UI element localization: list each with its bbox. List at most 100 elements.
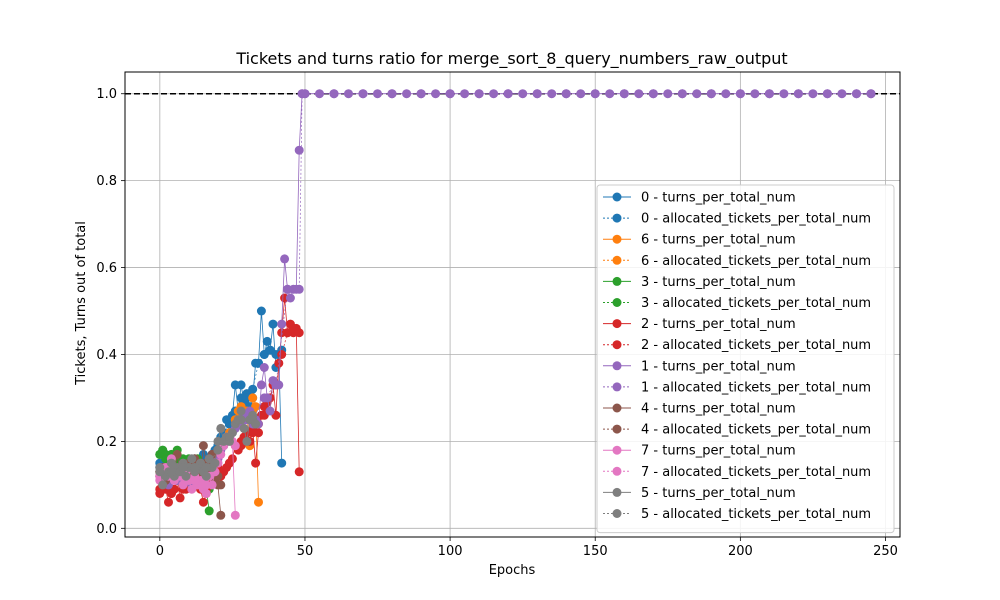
data-point	[619, 89, 629, 99]
legend-item: 6 - turns_per_total_num	[603, 233, 796, 248]
legend-label: 5 - allocated_tickets_per_total_num	[641, 507, 871, 522]
data-point	[164, 497, 173, 507]
data-point	[329, 89, 339, 99]
data-point	[265, 406, 275, 416]
data-point	[283, 284, 292, 294]
data-point	[648, 89, 658, 99]
data-point	[236, 380, 246, 390]
x-tick-label: 50	[297, 544, 314, 559]
data-point	[248, 428, 258, 438]
legend-label: 0 - allocated_tickets_per_total_num	[641, 212, 871, 227]
data-point	[590, 89, 600, 99]
legend-marker	[612, 234, 622, 244]
data-point	[793, 89, 803, 99]
data-point	[216, 480, 226, 490]
data-point	[431, 89, 441, 99]
legend-item: 0 - allocated_tickets_per_total_num	[603, 212, 871, 227]
data-point	[294, 328, 304, 338]
legend-label: 7 - allocated_tickets_per_total_num	[641, 465, 871, 480]
data-point	[178, 463, 188, 472]
x-tick-label: 100	[438, 544, 463, 559]
legend-item: 1 - allocated_tickets_per_total_num	[603, 380, 871, 395]
data-point	[294, 467, 304, 477]
data-point	[236, 415, 246, 425]
legend-label: 1 - allocated_tickets_per_total_num	[641, 380, 871, 395]
legend-item: 7 - allocated_tickets_per_total_num	[603, 465, 871, 480]
data-point	[242, 436, 252, 446]
legend-item: 7 - turns_per_total_num	[603, 444, 796, 459]
data-point	[315, 89, 324, 99]
data-point	[210, 458, 220, 468]
legend-label: 2 - turns_per_total_num	[641, 317, 796, 332]
legend-marker	[612, 445, 622, 455]
legend-label: 6 - allocated_tickets_per_total_num	[641, 254, 871, 269]
data-point	[822, 89, 832, 99]
legend-item: 2 - allocated_tickets_per_total_num	[603, 338, 871, 353]
legend-marker	[612, 213, 622, 223]
data-point	[277, 350, 287, 359]
data-point	[274, 358, 284, 368]
legend-item: 4 - allocated_tickets_per_total_num	[603, 423, 871, 438]
legend-marker	[612, 509, 622, 518]
data-point	[576, 89, 586, 99]
data-point	[251, 419, 261, 429]
legend-item: 5 - turns_per_total_num	[603, 486, 796, 501]
data-point	[248, 384, 258, 394]
legend-item: 6 - allocated_tickets_per_total_num	[603, 254, 871, 269]
data-point	[277, 458, 287, 468]
data-point	[155, 467, 165, 477]
legend: 0 - turns_per_total_num 0 - allocated_tic…	[596, 184, 895, 534]
legend-box	[596, 184, 895, 534]
data-point	[248, 393, 258, 403]
x-tick-label: 250	[873, 544, 898, 559]
legend-marker	[612, 192, 622, 202]
legend-label: 0 - turns_per_total_num	[641, 191, 796, 206]
legend-marker	[612, 361, 622, 371]
data-point	[445, 89, 455, 99]
data-point	[201, 489, 211, 498]
data-point	[764, 89, 774, 99]
series-line	[159, 419, 256, 473]
data-point	[201, 463, 211, 472]
data-point	[190, 476, 200, 485]
legend-marker	[612, 276, 622, 286]
data-point	[706, 89, 716, 99]
legend-label: 3 - allocated_tickets_per_total_num	[641, 296, 871, 311]
data-point	[259, 393, 269, 403]
data-point	[416, 89, 426, 99]
legend-marker	[612, 298, 622, 307]
data-point	[663, 89, 673, 99]
data-point	[201, 480, 211, 490]
data-point	[230, 510, 240, 520]
data-point	[187, 454, 197, 464]
data-point	[300, 89, 310, 99]
legend-label: 7 - turns_per_total_num	[641, 444, 796, 459]
legend-item: 1 - turns_per_total_num	[603, 359, 796, 374]
data-point	[344, 89, 353, 99]
data-point	[387, 89, 397, 99]
data-point	[198, 497, 208, 507]
data-point	[460, 89, 470, 99]
legend-item: 4 - turns_per_total_num	[603, 402, 796, 417]
legend-item: 3 - turns_per_total_num	[603, 275, 796, 290]
data-point	[216, 510, 226, 520]
data-point	[779, 89, 789, 99]
data-point	[866, 89, 876, 99]
legend-marker	[612, 382, 622, 392]
data-point	[677, 89, 687, 99]
y-tick-label: 1.0	[96, 87, 117, 102]
data-point	[503, 89, 513, 99]
data-point	[268, 319, 278, 329]
legend-label: 2 - allocated_tickets_per_total_num	[641, 338, 871, 353]
data-point	[358, 89, 368, 99]
data-point	[285, 293, 295, 303]
legend-item: 3 - allocated_tickets_per_total_num	[603, 296, 871, 311]
legend-label: 4 - turns_per_total_num	[641, 402, 796, 417]
data-point	[216, 423, 226, 433]
y-axis-label: Tickets, Turns out of total	[74, 221, 89, 386]
y-tick-label: 0.4	[96, 348, 117, 363]
data-point	[294, 145, 304, 155]
x-tick-label: 150	[583, 544, 608, 559]
